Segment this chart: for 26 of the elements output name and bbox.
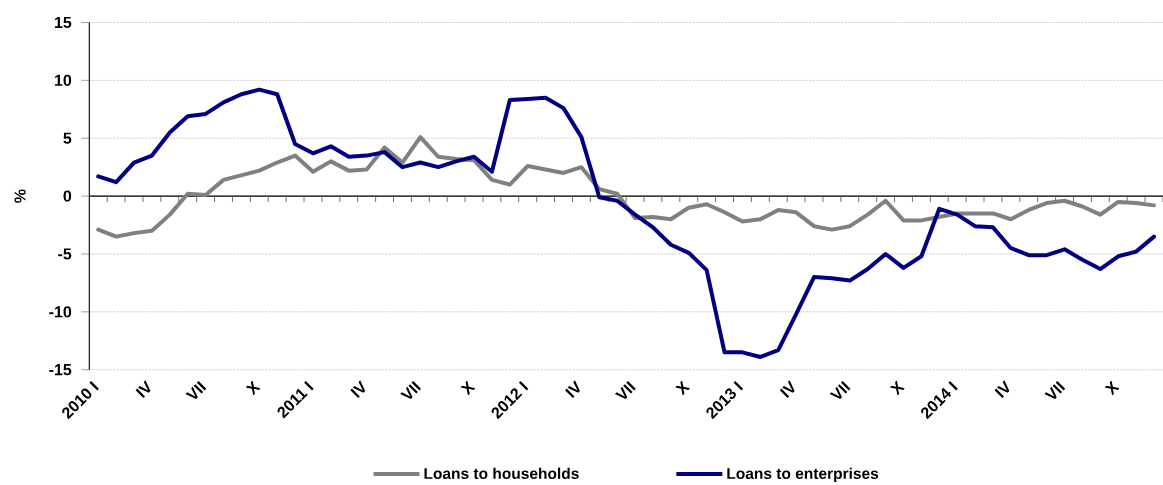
x-tick-label: X xyxy=(889,380,905,396)
x-tick-label: IV xyxy=(135,380,151,399)
y-tick-label: 0 xyxy=(63,190,72,202)
x-tick-label: X xyxy=(245,380,261,396)
x-tick-label: X xyxy=(1104,380,1120,396)
x-tick-label: IV xyxy=(779,380,795,399)
x-tick-label: IV xyxy=(350,380,366,399)
y-tick-label: 10 xyxy=(55,74,72,87)
y-tick-label: 5 xyxy=(63,132,72,144)
y-tick-label: -10 xyxy=(49,306,72,318)
x-tick-label: VII xyxy=(1044,381,1066,399)
x-tick-label: VII xyxy=(400,381,421,399)
y-tick-label: -15 xyxy=(49,364,72,376)
x-tick-label: VII xyxy=(614,381,636,399)
x-tick-label: X xyxy=(675,380,691,396)
x-tick-label: IV xyxy=(994,380,1010,399)
legend-label: Loans to enterprises xyxy=(727,467,879,483)
y-tick-label: -5 xyxy=(58,248,72,260)
line-series xyxy=(96,87,1157,359)
y-axis-title: % xyxy=(14,189,26,203)
y-tick-label: 15 xyxy=(55,16,72,29)
x-tick-label: VII xyxy=(185,381,207,399)
x-tick-label: VII xyxy=(829,381,851,399)
x-tick-label: IV xyxy=(565,380,580,399)
legend-label: Loans to households xyxy=(424,467,579,480)
x-tick-label: X xyxy=(460,380,476,396)
